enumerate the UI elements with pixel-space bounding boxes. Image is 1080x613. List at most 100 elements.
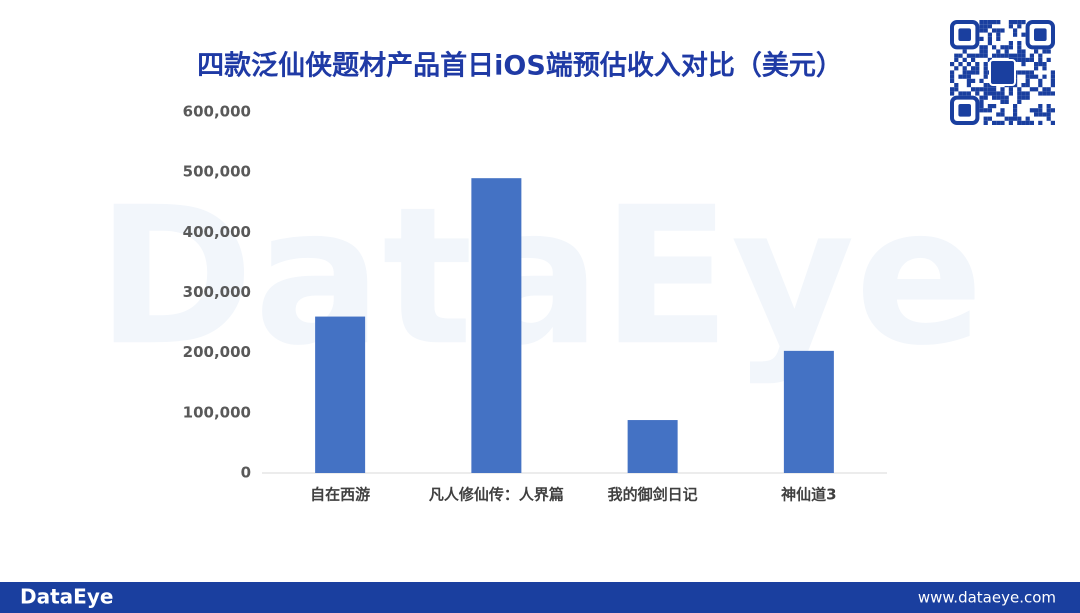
qr-cell [1025, 70, 1030, 75]
qr-cell [1038, 120, 1043, 125]
qr-cell [996, 120, 1001, 125]
qr-cell [971, 66, 976, 71]
qr-cell [1050, 78, 1055, 83]
qr-cell [987, 24, 992, 29]
y-tick-label: 100,000 [183, 403, 251, 421]
qr-cell [975, 70, 980, 75]
qr-cell [979, 95, 984, 100]
qr-cell [979, 45, 984, 50]
qr-cell [962, 57, 967, 62]
qr-cell [983, 62, 988, 67]
qr-cell [1038, 57, 1043, 62]
bar [627, 420, 678, 473]
qr-cell [954, 53, 959, 58]
qr-cell [996, 95, 1001, 100]
qr-cell [996, 20, 1001, 25]
qr-cell [1034, 87, 1039, 92]
qr-cell [992, 91, 997, 96]
qr-cell [987, 104, 992, 109]
qr-cell [1042, 91, 1047, 96]
qr-cell [987, 108, 992, 113]
qr-cell [987, 83, 992, 88]
qr-cell [996, 91, 1001, 96]
qr-cell [983, 120, 988, 125]
qr-finder [958, 28, 971, 41]
qr-cell [979, 104, 984, 109]
qr-cell [1046, 57, 1051, 62]
qr-cell [950, 70, 955, 75]
qr-cell [1042, 66, 1047, 71]
qr-cell [1013, 112, 1018, 117]
footer-bar [0, 582, 1080, 613]
qr-cell [958, 91, 963, 96]
qr-cell [1046, 108, 1051, 113]
qr-cell [950, 62, 955, 67]
qr-cell [1013, 116, 1018, 121]
qr-finder [958, 104, 971, 117]
qr-cell [1013, 20, 1018, 25]
qr-cell [1021, 91, 1026, 96]
qr-cell [1017, 120, 1022, 125]
qr-cell [1017, 70, 1022, 75]
qr-cell [975, 87, 980, 92]
qr-cell [1000, 87, 1005, 92]
qr-cell [1025, 120, 1030, 125]
qr-cell [1008, 120, 1013, 125]
qr-finder [950, 20, 980, 50]
qr-cell [983, 95, 988, 100]
qr-cell [1008, 53, 1013, 58]
qr-cell [966, 70, 971, 75]
qr-cell [979, 20, 984, 25]
qr-cell [1000, 120, 1005, 125]
qr-cell [992, 53, 997, 58]
qr-cell [1042, 74, 1047, 79]
qr-cell [1038, 62, 1043, 67]
qr-cell [1021, 83, 1026, 88]
qr-cell [1038, 53, 1043, 58]
qr-cell [1000, 108, 1005, 113]
qr-cell [966, 74, 971, 79]
qr-cell [1008, 24, 1013, 29]
qr-cell [971, 57, 976, 62]
qr-cell [983, 45, 988, 50]
qr-cell [992, 95, 997, 100]
qr-cell [992, 45, 997, 50]
qr-cell [996, 112, 1001, 117]
x-tick-label: 凡人修仙传：人界篇 [429, 486, 564, 504]
qr-cell [1000, 112, 1005, 117]
qr-cell [983, 28, 988, 33]
qr-cell [950, 78, 955, 83]
qr-cell [1017, 99, 1022, 104]
qr-cell [1017, 87, 1022, 92]
qr-cell [962, 49, 967, 54]
qr-cell [1025, 78, 1030, 83]
qr-cell [983, 20, 988, 25]
qr-cell [1021, 120, 1026, 125]
qr-cell [1034, 108, 1039, 113]
qr-cell [975, 91, 980, 96]
qr-cell [992, 104, 997, 109]
qr-cell [966, 53, 971, 58]
qr-cell [1050, 74, 1055, 79]
qr-cell [954, 57, 959, 62]
qr-cell [1000, 91, 1005, 96]
qr-cell [983, 87, 988, 92]
qr-cell [1008, 20, 1013, 25]
qr-cell [992, 28, 997, 33]
y-tick-label: 500,000 [183, 163, 251, 181]
qr-cell [1042, 62, 1047, 67]
qr-cell [1021, 49, 1026, 54]
qr-cell [996, 36, 1001, 41]
qr-cell [1004, 45, 1009, 50]
qr-cell [1008, 116, 1013, 121]
qr-cell [1021, 32, 1026, 37]
qr-cell [1050, 120, 1055, 125]
qr-cell [1021, 95, 1026, 100]
bar [783, 350, 834, 473]
qr-cell [950, 74, 955, 79]
qr-cell [966, 78, 971, 83]
qr-cell [1025, 95, 1030, 100]
y-tick-label: 0 [241, 464, 251, 482]
qr-cell [983, 66, 988, 71]
qr-cell [1013, 104, 1018, 109]
